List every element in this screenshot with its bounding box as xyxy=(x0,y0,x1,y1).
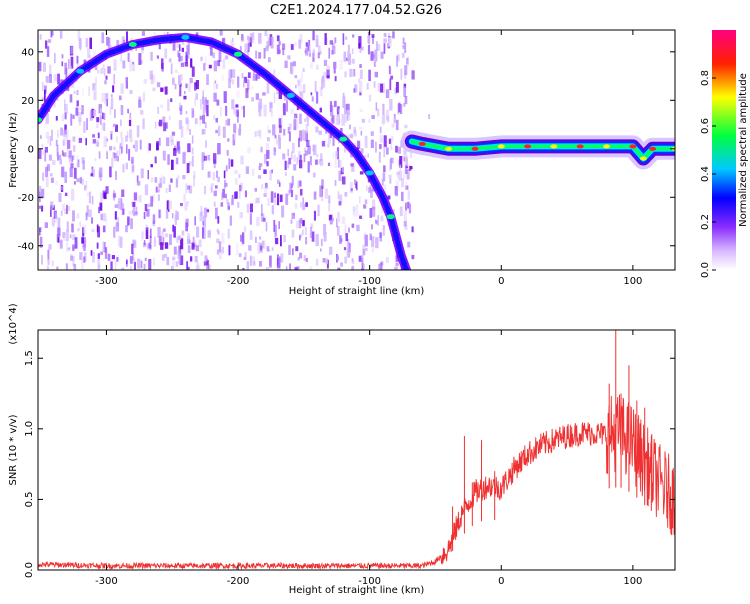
trace-peak xyxy=(286,93,295,98)
trace-peak xyxy=(76,68,85,74)
x-tick-label: -100 xyxy=(358,276,381,287)
y-tick-label: -40 xyxy=(18,241,34,252)
trace-peak xyxy=(603,144,611,149)
trace-peak xyxy=(471,146,479,151)
colorbar-tick-label: 0.0 xyxy=(700,262,711,278)
trace-peak xyxy=(576,144,584,149)
x-tick-label: -100 xyxy=(358,576,381,587)
x-tick-label: 100 xyxy=(623,576,642,587)
plot-frame xyxy=(37,329,676,571)
y-scale-note: (x10^4) xyxy=(8,303,19,344)
trace-peak xyxy=(365,170,374,176)
colorbar: 0.0 0.2 0.4 0.6 0.8 Normalized spectral ampli… xyxy=(700,30,749,278)
trace-peak xyxy=(649,146,657,151)
y-tick-label: -20 xyxy=(18,193,34,204)
trace-peak xyxy=(418,141,426,146)
trace-peak xyxy=(128,42,137,47)
x-tick-label: 0 xyxy=(498,276,504,287)
x-tick-label: -200 xyxy=(227,276,250,287)
trace-peak xyxy=(181,34,190,40)
chart-title: C2E1.2024.177.04.52.G26 xyxy=(270,3,442,18)
trace-core xyxy=(38,34,409,270)
x-tick-label: 0 xyxy=(498,576,504,587)
x-tick-label: -300 xyxy=(95,276,118,287)
trace-peak xyxy=(497,144,505,149)
x-tick-label: 100 xyxy=(623,276,642,287)
y-tick-label: 20 xyxy=(21,96,34,107)
y-tick-label: 40 xyxy=(21,47,34,58)
y-axis-label: SNR (10 * v/v) xyxy=(8,414,19,485)
colorbar-label: Normalized spectral amplitude xyxy=(738,73,749,227)
trace-peak xyxy=(639,156,647,161)
trace-peak xyxy=(339,136,348,142)
y-tick-label: 0.5 xyxy=(24,491,35,507)
trace-peak xyxy=(38,117,42,123)
colorbar-tick-label: 0.4 xyxy=(700,166,711,182)
x-tick-label: -200 xyxy=(227,576,250,587)
trace-peak xyxy=(550,144,558,149)
signal-traces xyxy=(38,32,675,270)
x-axis-label: Height of straight line (km) xyxy=(289,286,425,297)
y-axis-label: Frequency (Hz) xyxy=(8,112,19,188)
plot-frame xyxy=(37,29,676,271)
snr-line xyxy=(38,394,675,570)
trace-peak xyxy=(445,146,453,151)
y-tick-label: 0.0 xyxy=(24,562,35,578)
colorbar-tick-label: 0.2 xyxy=(700,214,711,230)
colorbar-tick-label: 0.8 xyxy=(700,70,711,86)
trace-peak xyxy=(524,144,532,149)
colorbar-gradient xyxy=(712,30,736,270)
colorbar-tick-label: 0.6 xyxy=(700,118,711,134)
trace-peak xyxy=(386,214,395,220)
trace-peak xyxy=(629,144,637,149)
snr-line-group xyxy=(38,330,675,570)
x-tick-label: -300 xyxy=(95,576,118,587)
trace-peak xyxy=(234,51,242,57)
plot-background xyxy=(38,330,675,570)
x-axis-label: Height of straight line (km) xyxy=(289,585,425,596)
y-tick-label: 1.5 xyxy=(24,350,35,366)
y-tick-label: 1.0 xyxy=(24,421,35,437)
snr-panel: -300 -200 -100 0 100 0.0 0.5 1.0 1.5 Height of st… xyxy=(8,303,676,596)
y-tick-label: 0 xyxy=(28,144,34,155)
